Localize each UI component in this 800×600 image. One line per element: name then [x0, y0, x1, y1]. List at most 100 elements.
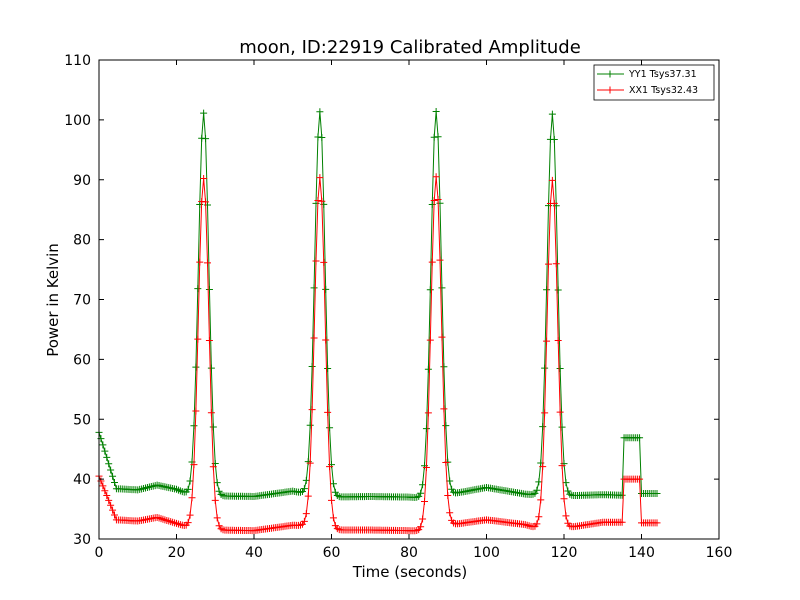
- data-point-xx1: [545, 260, 552, 268]
- data-point-xx1: [316, 174, 324, 182]
- y-tick-label: 80: [73, 233, 91, 249]
- x-tick-label: 140: [628, 545, 655, 561]
- data-point-xx1: [300, 517, 308, 525]
- data-point-yy1: [310, 284, 318, 292]
- data-point-yy1: [541, 364, 549, 372]
- data-point-xx1: [556, 408, 564, 416]
- data-point-yy1: [554, 286, 562, 294]
- axes-layer: 0 20 40 60 80 100 120 140 160 30 40 50 60 70 80 90 100 11…: [64, 53, 732, 561]
- data-point-xx1: [103, 492, 111, 500]
- data-point-yy1: [440, 363, 448, 371]
- data-point-xx1: [188, 494, 196, 502]
- y-tick-label: 90: [73, 173, 91, 189]
- chart-title: moon, ID:22919 Calibrated Amplitude: [239, 37, 581, 58]
- data-point-yy1: [99, 441, 107, 449]
- x-axis-label: Time (seconds): [352, 563, 468, 581]
- data-point-xx1: [312, 257, 320, 265]
- data-point-yy1: [192, 363, 200, 371]
- legend-box: [593, 64, 715, 101]
- data-point-yy1: [535, 478, 543, 486]
- y-tick-label: 100: [64, 113, 91, 129]
- data-point-yy1: [430, 133, 438, 141]
- data-point-xx1: [539, 463, 547, 471]
- x-tick-label: 100: [473, 545, 500, 561]
- data-point-yy1: [205, 285, 213, 293]
- data-point-yy1: [558, 423, 566, 431]
- data-point-xx1: [552, 260, 560, 268]
- data-point-xx1: [541, 409, 549, 417]
- x-tick-label: 20: [168, 545, 186, 561]
- data-point-xx1: [190, 461, 198, 469]
- data-point-xx1: [202, 198, 210, 206]
- y-tick-label: 40: [73, 472, 91, 488]
- data-point-yy1: [653, 489, 661, 497]
- data-point-xx1: [442, 458, 450, 466]
- data-point-xx1: [432, 173, 440, 181]
- data-point-yy1: [636, 434, 644, 442]
- data-point-yy1: [419, 481, 427, 489]
- data-point-xx1: [320, 258, 328, 266]
- legend: YY1 Tsys37.31 XX1 Tsys32.43: [593, 64, 715, 101]
- data-point-xx1: [558, 462, 566, 470]
- data-point-xx1: [428, 258, 436, 266]
- data-point-yy1: [105, 460, 113, 468]
- data-point-xx1: [434, 196, 442, 204]
- x-tick-label: 80: [400, 545, 418, 561]
- series-xx1: [95, 173, 661, 535]
- data-point-yy1: [316, 108, 324, 116]
- y-tick-label: 30: [73, 532, 91, 548]
- data-point-xx1: [424, 409, 432, 417]
- data-point-yy1: [432, 107, 440, 115]
- data-point-xx1: [196, 258, 204, 266]
- data-point-yy1: [213, 479, 221, 487]
- data-point-yy1: [548, 110, 556, 118]
- data-point-xx1: [99, 482, 107, 490]
- data-point-yy1: [209, 423, 217, 431]
- data-point-yy1: [302, 476, 310, 484]
- data-point-xx1: [192, 407, 200, 415]
- y-tick-label: 60: [73, 352, 91, 368]
- data-point-xx1: [560, 495, 568, 503]
- data-point-yy1: [190, 422, 198, 430]
- x-tick-label: 40: [245, 545, 263, 561]
- data-point-yy1: [308, 363, 316, 371]
- data-point-xx1: [426, 336, 434, 344]
- data-point-yy1: [194, 285, 202, 293]
- data-point-yy1: [109, 472, 117, 480]
- data-point-xx1: [306, 459, 314, 467]
- data-point-yy1: [422, 425, 430, 433]
- data-point-xx1: [184, 519, 192, 527]
- data-point-yy1: [428, 200, 436, 208]
- data-point-xx1: [326, 463, 334, 471]
- data-point-xx1: [211, 496, 219, 504]
- data-point-yy1: [426, 286, 434, 294]
- data-point-xx1: [318, 197, 326, 205]
- data-point-yy1: [539, 423, 547, 431]
- data-point-xx1: [548, 176, 556, 184]
- data-point-xx1: [436, 256, 444, 264]
- data-point-xx1: [302, 510, 310, 518]
- data-point-xx1: [186, 511, 194, 519]
- data-point-xx1: [444, 491, 452, 499]
- x-tick-label: 120: [551, 545, 578, 561]
- data-point-yy1: [101, 447, 109, 455]
- data-point-xx1: [322, 336, 330, 344]
- data-point-xx1: [328, 496, 335, 504]
- data-point-xx1: [213, 514, 221, 522]
- data-point-xx1: [308, 406, 316, 414]
- data-point-yy1: [550, 136, 558, 144]
- y-tick-label: 50: [73, 412, 91, 428]
- plot-area: [99, 60, 719, 539]
- data-point-xx1: [533, 520, 541, 528]
- data-point-yy1: [438, 284, 446, 292]
- data-point-yy1: [533, 486, 541, 494]
- data-point-xx1: [324, 408, 332, 416]
- series-yy1: [95, 107, 661, 501]
- data-point-xx1: [422, 463, 430, 471]
- data-point-xx1: [440, 405, 448, 413]
- data-point-yy1: [543, 286, 551, 294]
- data-point-yy1: [329, 480, 337, 488]
- data-point-xx1: [205, 336, 213, 344]
- data-point-yy1: [424, 365, 432, 373]
